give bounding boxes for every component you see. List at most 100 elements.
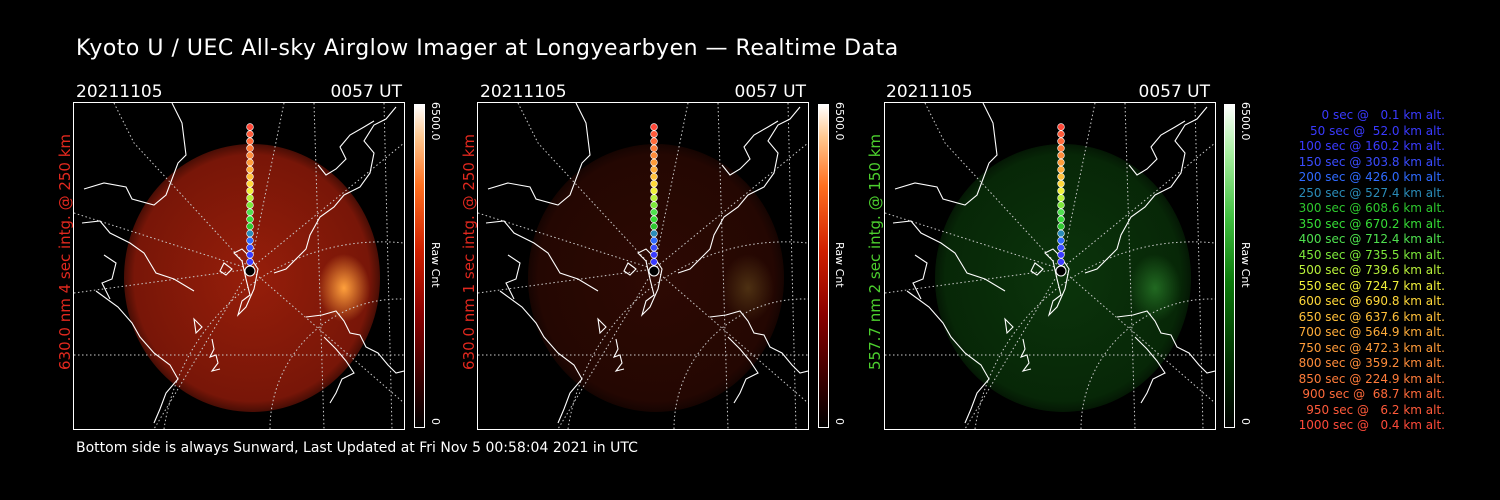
trajectory-point	[246, 137, 254, 145]
trajectory-point	[1057, 229, 1065, 238]
trajectory-point	[246, 158, 254, 167]
trajectory-point	[650, 215, 658, 224]
trajectory-point	[650, 151, 658, 160]
trajectory-point	[650, 180, 658, 188]
panel-3-colorbar-unit: Raw Cnt	[1239, 242, 1252, 288]
panel-2-time: 0057 UT	[734, 82, 807, 102]
trajectory-point	[650, 208, 658, 216]
panel-3-label: 557.7 nm 2 sec intg. @ 150 km	[866, 133, 884, 370]
legend-item: 700 sec @ 564.9 km alt.	[1298, 325, 1445, 339]
panel-2-colorbar-unit: Raw Cnt	[833, 242, 846, 288]
panel-3-colorbar-max: 6500.0	[1239, 102, 1252, 141]
trajectory-point	[246, 215, 254, 224]
legend-item: 100 sec @ 160.2 km alt.	[1298, 139, 1445, 153]
panel-1-colorbar-min: 0	[429, 418, 442, 425]
trajectory-point	[1057, 165, 1065, 174]
aurora-patch	[1129, 254, 1181, 322]
panel-2-date: 20211105	[480, 82, 567, 102]
trajectory-point	[1057, 236, 1065, 245]
trajectory-point	[650, 229, 658, 238]
page-title: Kyoto U / UEC All-sky Airglow Imager at …	[76, 36, 899, 61]
trajectory-point	[650, 251, 658, 259]
trajectory	[244, 123, 256, 277]
trajectory-point	[650, 137, 658, 145]
legend-item: 150 sec @ 303.8 km alt.	[1298, 154, 1445, 169]
trajectory-point	[246, 123, 254, 131]
legend-item: 800 sec @ 359.2 km alt.	[1298, 356, 1445, 370]
trajectory-point	[650, 194, 658, 202]
trajectory-point	[246, 222, 254, 231]
station-marker	[648, 265, 660, 277]
panel-3-date: 20211105	[886, 82, 973, 102]
trajectory-point	[1057, 158, 1065, 167]
trajectory-point	[246, 208, 254, 216]
legend-item: 500 sec @ 739.6 km alt.	[1298, 263, 1445, 277]
legend-item: 0 sec @ 0.1 km alt.	[1321, 108, 1446, 122]
trajectory	[648, 123, 660, 277]
trajectory-point	[246, 180, 254, 188]
station-marker	[1055, 265, 1067, 277]
panel-2-label: 630.0 nm 1 sec intg. @ 250 km	[460, 133, 478, 370]
trajectory-point	[650, 201, 658, 209]
legend-item: 50 sec @ 52.0 km alt.	[1310, 123, 1445, 138]
legend-item: 950 sec @ 6.2 km alt.	[1306, 402, 1445, 417]
trajectory-point	[650, 244, 658, 252]
trajectory-point	[1057, 172, 1065, 181]
trajectory-point	[650, 123, 658, 131]
station-marker	[244, 265, 256, 277]
panel-1-label: 630.0 nm 4 sec intg. @ 250 km	[56, 133, 74, 370]
legend-item: 650 sec @ 637.6 km alt.	[1298, 309, 1445, 324]
aurora-patch	[722, 254, 774, 322]
trajectory-point	[650, 144, 658, 152]
legend-item: 900 sec @ 68.7 km alt.	[1302, 387, 1445, 401]
panel-1-image	[73, 102, 405, 430]
map-svg	[74, 103, 404, 429]
trajectory-point	[246, 165, 254, 174]
trajectory-point	[650, 158, 658, 167]
trajectory-point	[650, 187, 658, 195]
trajectory-point	[246, 194, 254, 202]
trajectory-point	[1057, 215, 1065, 224]
panel-3-time: 0057 UT	[1138, 82, 1211, 102]
legend-item: 200 sec @ 426.0 km alt.	[1298, 170, 1445, 184]
trajectory-point	[650, 130, 658, 138]
trajectory-point	[1057, 222, 1065, 231]
coastlines	[81, 103, 404, 424]
trajectory-point	[1057, 244, 1065, 252]
panel-2-colorbar	[818, 104, 829, 428]
trajectory-point	[1057, 123, 1065, 131]
map-svg	[885, 103, 1215, 429]
trajectory-point	[246, 244, 254, 252]
legend-item: 850 sec @ 224.9 km alt.	[1298, 371, 1445, 386]
trajectory	[1055, 123, 1067, 277]
panel-3-colorbar-min: 0	[1239, 418, 1252, 425]
trajectory-point	[246, 172, 254, 181]
trajectory-point	[246, 151, 254, 160]
panel-1-time: 0057 UT	[330, 82, 403, 102]
trajectory-legend: 0 sec @ 0.1 km alt. 50 sec @ 52.0 km alt.…	[1255, 108, 1445, 434]
trajectory-point	[1057, 201, 1065, 209]
legend-item: 1000 sec @ 0.4 km alt.	[1298, 418, 1445, 432]
trajectory-point	[650, 222, 658, 231]
trajectory-point	[246, 258, 254, 266]
trajectory-point	[246, 229, 254, 238]
panel-1-colorbar	[414, 104, 425, 428]
panel-1-colorbar-unit: Raw Cnt	[429, 242, 442, 288]
trajectory-point	[246, 251, 254, 259]
trajectory-point	[1057, 130, 1065, 138]
trajectory-point	[1057, 194, 1065, 202]
airglow-disk	[935, 144, 1191, 412]
legend-item: 350 sec @ 670.2 km alt.	[1298, 216, 1445, 231]
airglow-disk	[528, 144, 784, 412]
coastlines	[485, 103, 808, 424]
legend-item: 300 sec @ 608.6 km alt.	[1298, 201, 1445, 215]
panel-2-colorbar-max: 6500.0	[833, 102, 846, 141]
panel-1-date: 20211105	[76, 82, 163, 102]
panel-2-image	[477, 102, 809, 430]
trajectory-point	[246, 130, 254, 138]
trajectory-point	[246, 236, 254, 245]
panel-3-image	[884, 102, 1216, 430]
aurora-patch	[318, 254, 370, 322]
trajectory-point	[1057, 187, 1065, 195]
trajectory-point	[1057, 208, 1065, 216]
